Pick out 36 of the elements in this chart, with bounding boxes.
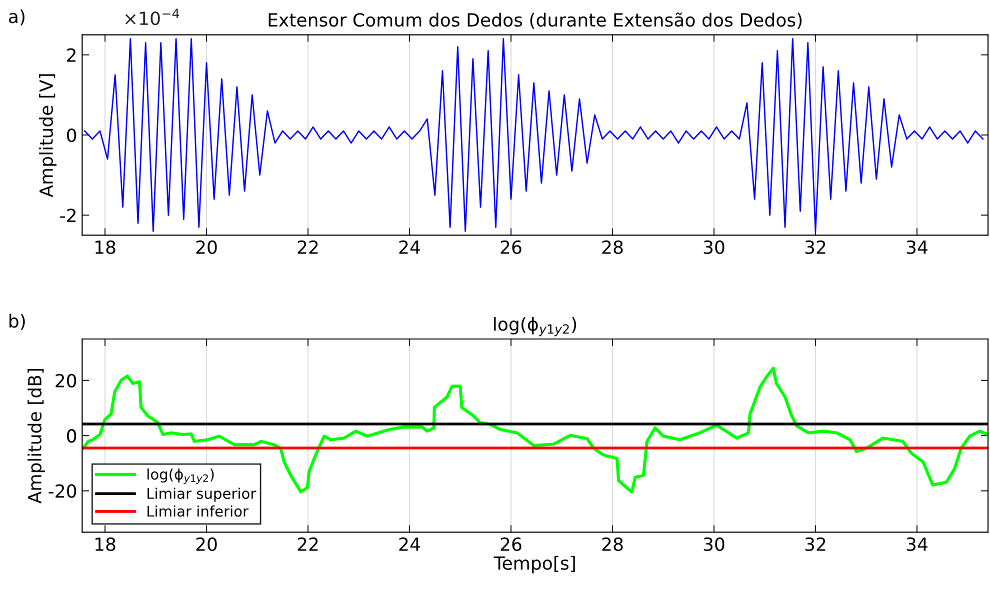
x-tick-label: 24 [399,537,420,551]
chart-title: log(ϕ$_{y1y2}$) [494,316,576,336]
x-tick-label: 26 [500,240,522,254]
x-tick-label: 30 [704,537,724,552]
y-tick-label: -2 [60,208,76,222]
x-tick-label: 18 [96,537,116,552]
y-axis-title: Amplitude [V] [39,74,57,198]
y-tick-label: 0 [67,429,76,443]
y-tick-label: 20 [56,374,76,388]
x-tick-label: 34 [906,537,928,552]
y-tick-label: 2 [67,48,76,62]
x-tick-label: 28 [602,240,623,254]
y-tick-label: 0 [67,128,76,142]
x-tick-label: 22 [298,240,318,254]
text: a) [8,9,24,26]
x-tick-label: 20 [196,240,217,254]
x-tick-label: 24 [399,240,420,254]
text: b) [10,314,25,330]
x-tick-label: 26 [500,537,522,552]
x-tick-label: 22 [298,537,318,551]
x-tick-label: 28 [602,537,623,552]
x-tick-label: 32 [805,537,826,552]
x-tick-label: 30 [704,240,724,254]
legend-label: Limiar superior [148,488,256,502]
legend-label: Limiar inferior [148,505,249,517]
line-series [84,38,984,232]
chart-title: Extensor Comum dos Dedos (durante Extensão dos Dedos) [268,12,802,29]
y-tick-label: -20 [48,484,76,498]
text: ×10$^{−4}$ [125,8,180,26]
x-tick-label: 20 [196,537,217,552]
x-tick-label: 32 [805,240,826,254]
x-tick-label: 34 [906,240,928,254]
x-axis-title: Tempo[s] [494,556,575,574]
legend-label: log(ϕ$_{y1y2}$) [148,468,214,484]
x-tick-label: 18 [96,240,116,254]
y-axis-title: Amplitude [dB] [28,369,46,504]
